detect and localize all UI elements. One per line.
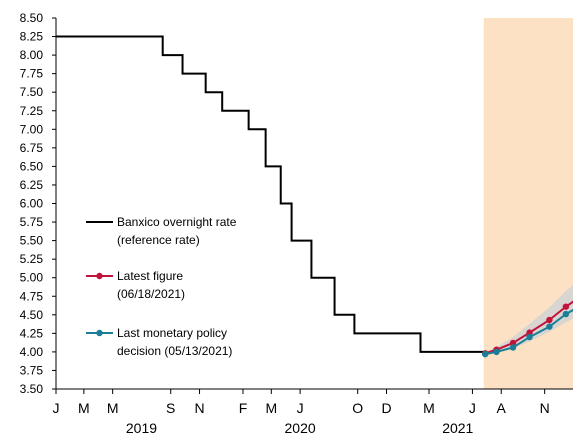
x-tick-label: S xyxy=(166,400,175,416)
y-tick-label: 4.00 xyxy=(20,345,44,359)
x-tick-label: M xyxy=(78,400,90,416)
x-tick-label: J xyxy=(297,400,304,416)
legend-label: Latest figure xyxy=(117,269,183,283)
data-point-latest xyxy=(509,339,517,347)
y-tick-label: 7.25 xyxy=(20,104,44,118)
series-line-banxico xyxy=(56,35,484,353)
y-tick-label: 3.75 xyxy=(20,363,44,377)
forecast-band xyxy=(485,285,573,355)
data-point-policy xyxy=(546,323,553,330)
y-tick-label: 5.25 xyxy=(20,252,44,266)
y-tick-label: 6.75 xyxy=(20,141,44,155)
legend-swatch-marker xyxy=(96,272,103,280)
x-tick-label: D xyxy=(381,400,391,416)
data-point-latest xyxy=(546,316,553,324)
legend-swatch-marker xyxy=(96,329,103,337)
data-point-policy xyxy=(481,350,489,358)
y-tick-label: 5.50 xyxy=(20,234,44,248)
x-tick-label: M xyxy=(107,400,119,416)
y-axis: 8.50 8.25 8.00 7.75 7.50 7.25 7.00 6.75 6.50 6.25… xyxy=(20,11,57,396)
x-tick-label: M xyxy=(423,400,435,416)
y-tick-label: 7.00 xyxy=(20,122,44,136)
y-tick-label: 4.75 xyxy=(20,289,44,303)
x-tick-label: J xyxy=(53,400,60,416)
y-tick-label: 8.00 xyxy=(20,48,44,62)
y-tick-label: 4.25 xyxy=(20,326,44,340)
x-year-label: 2021 xyxy=(442,420,473,436)
data-point-policy xyxy=(526,333,533,341)
x-tick-label: F xyxy=(239,400,248,416)
legend-label-sub: (06/18/2021) xyxy=(117,287,185,301)
x-tick-label: M xyxy=(265,400,277,416)
y-tick-label: 8.25 xyxy=(20,30,44,44)
data-point-policy xyxy=(493,348,500,356)
series-layer xyxy=(56,35,573,358)
y-tick-label: 7.75 xyxy=(20,67,44,81)
legend-label: Last monetary policy xyxy=(117,326,227,340)
y-tick-label: 6.25 xyxy=(20,178,44,192)
y-tick-label: 3.50 xyxy=(20,382,44,396)
y-tick-label: 6.50 xyxy=(20,159,44,173)
x-year-label: 2019 xyxy=(126,420,157,436)
data-point-policy xyxy=(562,310,570,318)
y-tick-label: 7.50 xyxy=(20,85,44,99)
x-tick-label: N xyxy=(194,400,204,416)
legend-label-sub: decision (05/13/2021) xyxy=(117,344,232,358)
data-point-latest xyxy=(526,329,533,336)
y-tick-label: 5.00 xyxy=(20,271,44,285)
x-axis: J M M S N F M J O D M J A N 2019 2020 2021 xyxy=(53,388,573,436)
legend: Banxico overnight rate (reference rate) La… xyxy=(86,215,237,358)
x-tick-label: O xyxy=(352,400,363,416)
y-tick-label: 8.50 xyxy=(20,11,44,25)
x-tick-label: N xyxy=(540,400,550,416)
legend-label: Banxico overnight rate xyxy=(117,215,237,229)
data-point-policy xyxy=(509,344,517,351)
data-point-latest xyxy=(562,303,570,310)
x-year-label: 2020 xyxy=(285,420,316,436)
x-tick-label: J xyxy=(469,400,476,416)
legend-label-sub: (reference rate) xyxy=(117,233,200,247)
y-tick-label: 4.50 xyxy=(20,308,44,322)
y-tick-label: 6.00 xyxy=(20,197,44,211)
y-tick-label: 5.75 xyxy=(20,215,44,229)
x-tick-label: A xyxy=(497,400,507,416)
